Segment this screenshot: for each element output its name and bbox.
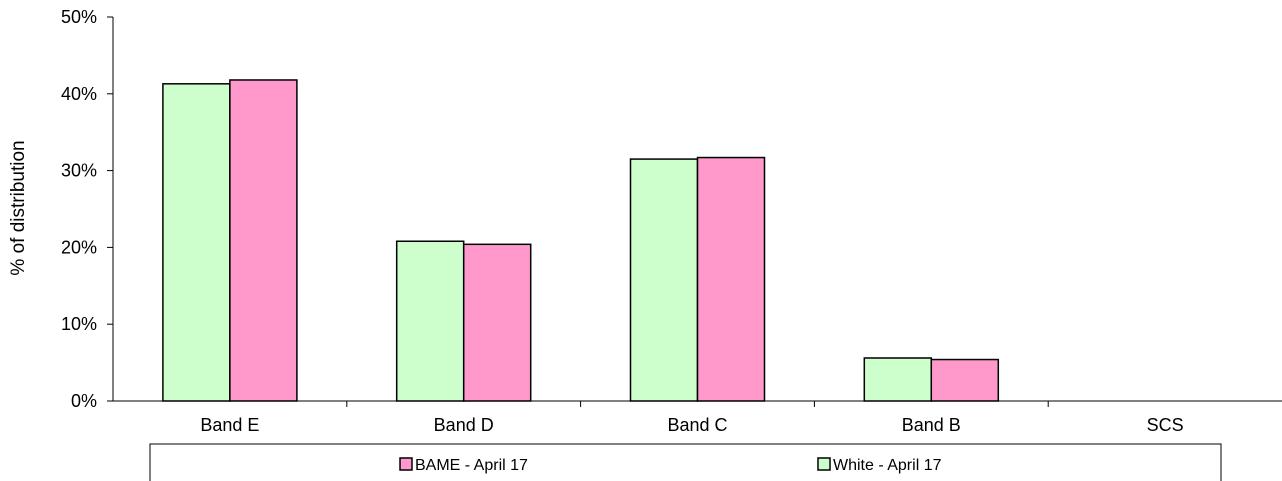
legend-box (149, 443, 1222, 481)
legend-swatch (817, 457, 831, 471)
legend-label: BAME - April 17 (415, 457, 528, 474)
x-axis-labels: Band E Band D Band C Band B SCS (200, 415, 1183, 435)
axes (112, 17, 1282, 407)
bar-white-april-17-band-c (629, 158, 699, 402)
x-tick-label: Band B (902, 415, 961, 435)
y-tick-label: 30% (61, 161, 97, 181)
bar-bame-april-17-band-c (696, 156, 766, 402)
y-tick-label: 0% (71, 391, 97, 411)
bar-bame-april-17-band-b (930, 358, 1000, 402)
x-tick-label: SCS (1147, 415, 1184, 435)
bar-white-april-17-band-d (395, 240, 465, 402)
y-tick-label: 10% (61, 314, 97, 334)
y-tick-label: 50% (61, 7, 97, 27)
x-tick-label: Band C (667, 415, 727, 435)
legend-swatch (399, 457, 413, 471)
bar-bame-april-17-band-e (229, 79, 298, 402)
y-axis-ticks: 0% 10% 20% 30% 40% 50% (61, 7, 113, 411)
legend: BAME - April 17 White - April 17 (149, 443, 1222, 481)
bars (162, 79, 1000, 402)
bar-white-april-17-band-b (863, 357, 933, 402)
bar-bame-april-17-band-d (462, 243, 532, 402)
legend-label: White - April 17 (833, 457, 942, 474)
y-tick-label: 20% (61, 237, 97, 257)
y-axis-title: % of distribution (8, 140, 29, 275)
y-tick-label: 40% (61, 84, 97, 104)
bar-white-april-17-band-e (162, 83, 231, 402)
x-tick-label: Band D (434, 415, 494, 435)
x-tick-label: Band E (200, 415, 259, 435)
